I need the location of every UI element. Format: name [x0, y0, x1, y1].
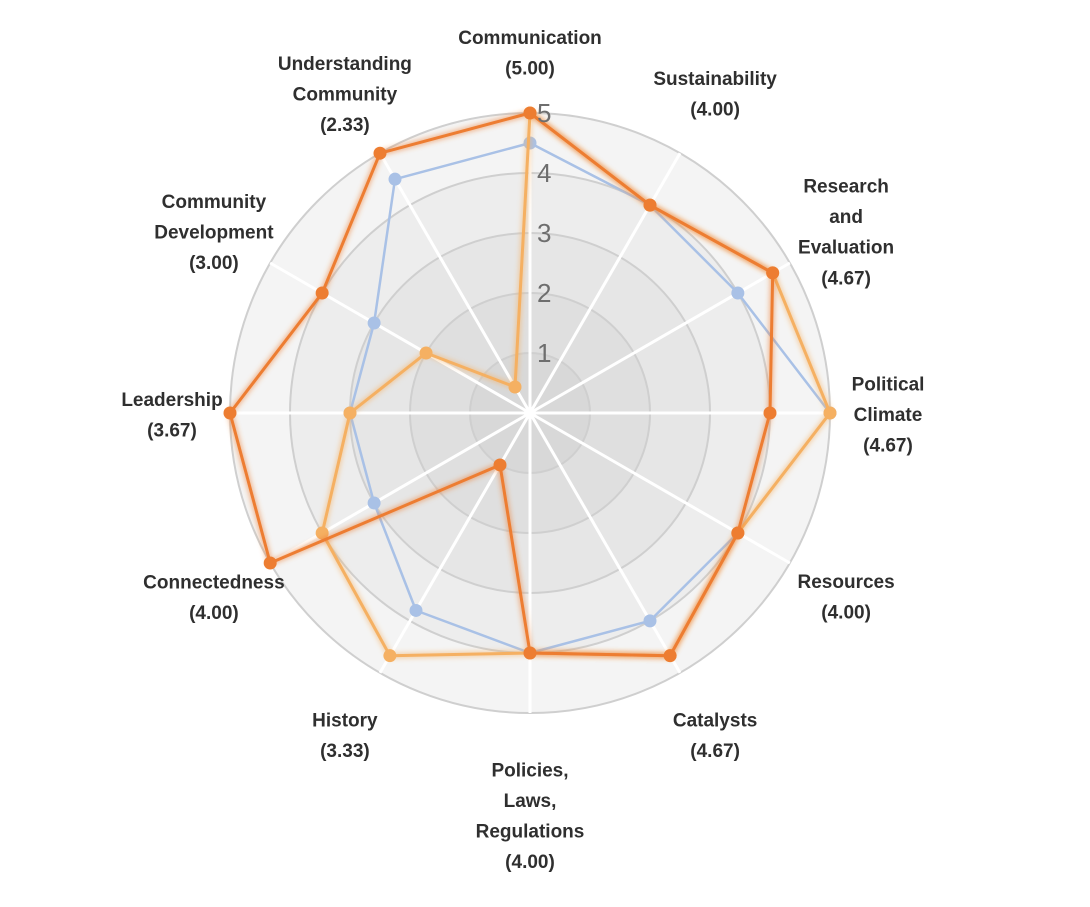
tick-label-1: 1: [537, 338, 551, 368]
series-1-point-12: [388, 172, 402, 186]
spoke-8: [378, 412, 532, 674]
spoke-3: [529, 261, 791, 415]
series-1-point-11: [367, 316, 381, 330]
series-2-point-10: [343, 406, 357, 420]
series-2-point-12: [508, 380, 522, 394]
category-label-1: Communication (5.00): [458, 28, 602, 80]
series-3-point-1: [523, 106, 537, 120]
series-3-point-3: [766, 266, 780, 280]
series-2-point-11: [419, 346, 433, 360]
category-label-9: Connectedness (4.00): [143, 572, 284, 624]
category-label-4: Political Climate (4.67): [852, 375, 925, 457]
series-1-point-6: [643, 614, 657, 628]
category-label-7: Policies, Laws, Regulations (4.00): [476, 760, 585, 873]
tick-label-5: 5: [537, 98, 551, 128]
category-label-8: History (3.33): [312, 710, 378, 762]
series-3-point-12: [373, 146, 387, 160]
spoke-12: [378, 152, 532, 414]
category-label-3: Research and Evaluation (4.67): [798, 177, 894, 290]
series-2-point-8: [383, 649, 397, 663]
spoke-9: [269, 411, 531, 565]
series-3-point-6: [663, 649, 677, 663]
series-1-point-9: [367, 496, 381, 510]
category-label-6: Catalysts (4.67): [673, 710, 758, 762]
series-3-point-8: [493, 458, 507, 472]
spoke-5: [529, 411, 791, 565]
category-label-12: Understanding Community (2.33): [278, 54, 412, 136]
radar-tick-labels: 1 2 3 4 5: [537, 98, 551, 368]
category-label-10: Leadership (3.67): [121, 390, 222, 442]
series-3-point-9: [263, 556, 277, 570]
radar-spokes: [230, 113, 830, 713]
tick-label-3: 3: [537, 218, 551, 248]
series-2-point-9: [315, 526, 329, 540]
tick-label-4: 4: [537, 158, 551, 188]
series-3-point-4: [763, 406, 777, 420]
spoke-6: [528, 412, 682, 674]
series-3-point-11: [315, 286, 329, 300]
series-1-point-3: [731, 286, 745, 300]
radar-series-layer: [223, 106, 837, 663]
series-1-point-8: [409, 603, 423, 617]
category-label-5: Resources (4.00): [798, 572, 895, 624]
category-label-11: Community Development (3.00): [154, 192, 274, 274]
spoke-2: [528, 152, 682, 414]
series-3-point-7: [523, 646, 537, 660]
radar-category-labels: Communication (5.00) Sustainability (4.00) R…: [121, 28, 924, 873]
series-3: [223, 106, 780, 663]
tick-label-2: 2: [537, 278, 551, 308]
category-label-2: Sustainability (4.00): [653, 69, 777, 121]
series-2-point-4: [823, 406, 837, 420]
series-3-point-2: [643, 198, 657, 212]
series-3-point-5: [731, 526, 745, 540]
series-3-point-10: [223, 406, 237, 420]
spoke-11: [269, 261, 531, 415]
